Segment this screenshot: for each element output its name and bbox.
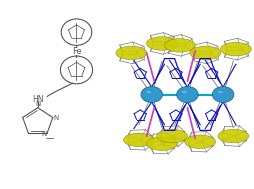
Text: N: N bbox=[35, 101, 40, 107]
Ellipse shape bbox=[217, 129, 248, 143]
Ellipse shape bbox=[181, 91, 186, 93]
Text: —: — bbox=[45, 134, 53, 143]
Ellipse shape bbox=[146, 37, 177, 50]
Ellipse shape bbox=[116, 46, 146, 60]
Text: Fe: Fe bbox=[71, 46, 81, 56]
Text: N: N bbox=[53, 115, 58, 122]
Ellipse shape bbox=[123, 133, 154, 147]
Ellipse shape bbox=[164, 39, 195, 52]
Circle shape bbox=[176, 87, 197, 102]
Ellipse shape bbox=[189, 46, 220, 60]
Circle shape bbox=[140, 87, 162, 102]
Ellipse shape bbox=[146, 91, 151, 93]
Ellipse shape bbox=[217, 91, 222, 93]
Ellipse shape bbox=[219, 42, 250, 56]
Text: HN: HN bbox=[32, 95, 43, 104]
Ellipse shape bbox=[184, 135, 215, 149]
Ellipse shape bbox=[156, 129, 187, 143]
Circle shape bbox=[212, 87, 233, 102]
Text: N: N bbox=[41, 131, 46, 137]
Ellipse shape bbox=[146, 137, 177, 150]
